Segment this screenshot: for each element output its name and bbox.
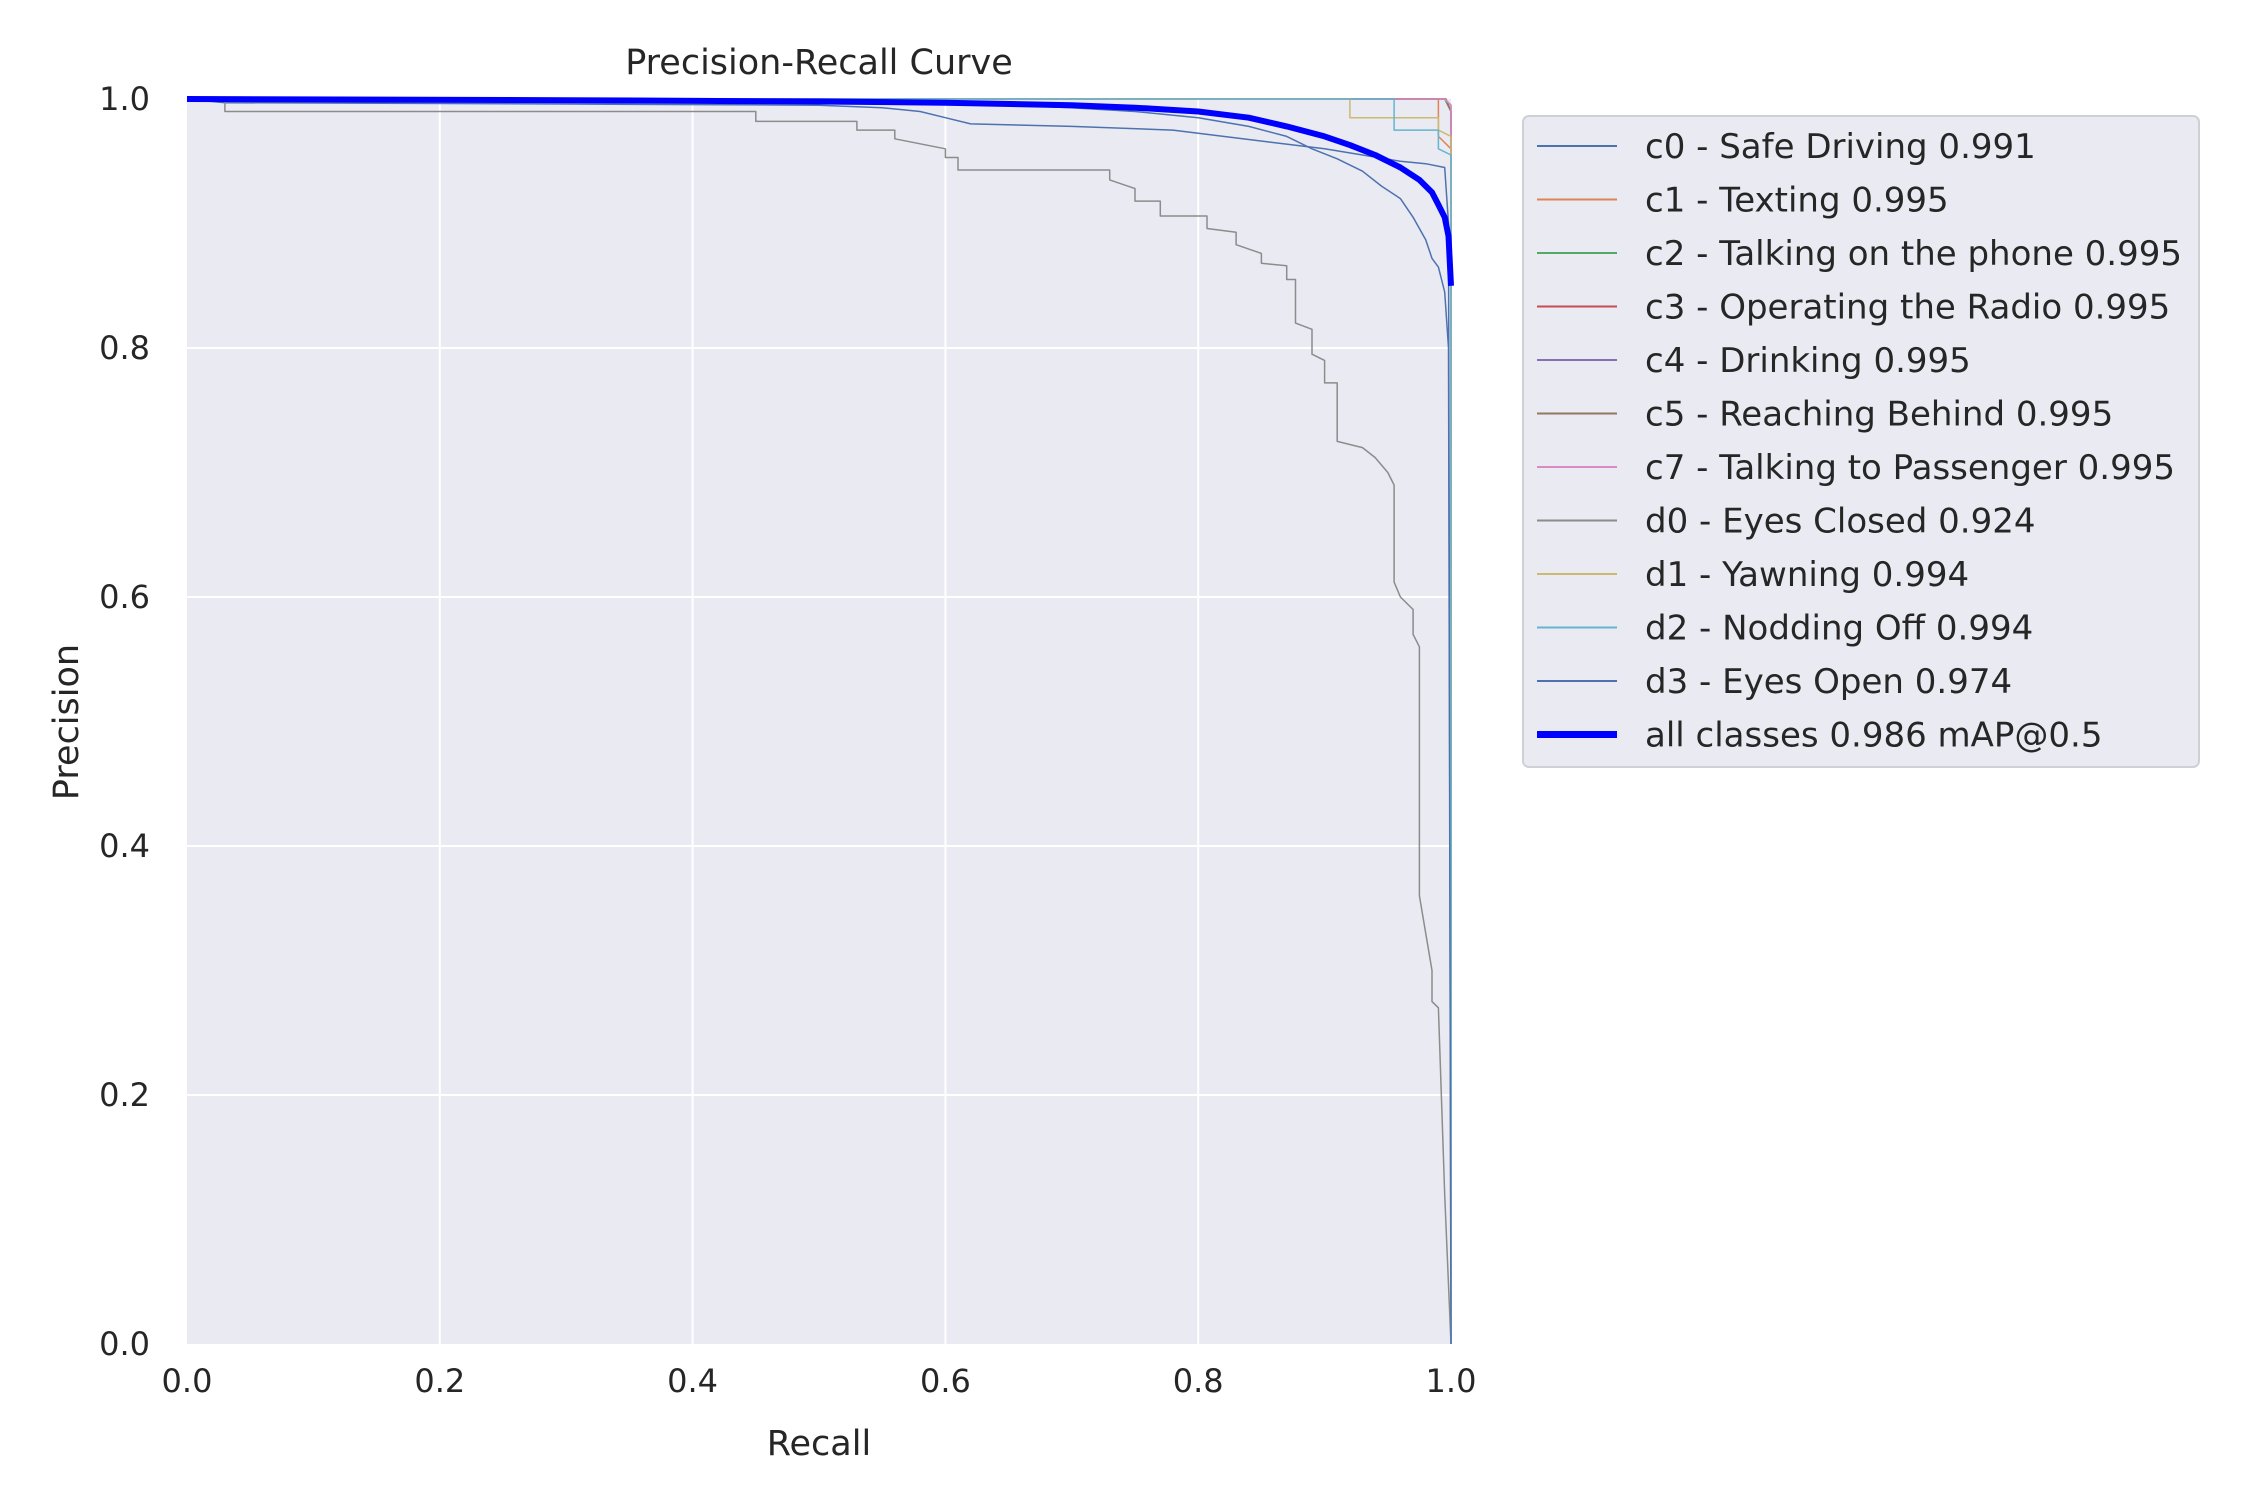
legend-label: all classes 0.986 mAP@0.5 — [1645, 716, 2102, 756]
grid-lines — [187, 99, 1451, 1344]
legend-label: c4 - Drinking 0.995 — [1645, 341, 1971, 381]
y-tick-label: 0.2 — [99, 1076, 150, 1114]
y-axis-label: Precision — [47, 644, 87, 800]
y-tick-label: 0.6 — [99, 578, 150, 616]
series-lines — [186, 96, 1454, 1345]
legend-label: c0 - Safe Driving 0.991 — [1645, 127, 2036, 167]
series-line-11 — [186, 96, 1454, 286]
x-tick-label: 0.6 — [920, 1362, 971, 1400]
legend-label: d1 - Yawning 0.994 — [1645, 555, 1969, 595]
series-line-7 — [187, 98, 1452, 1345]
x-axis-label: Recall — [767, 1424, 871, 1464]
legend-label: d0 - Eyes Closed 0.924 — [1645, 502, 2036, 542]
x-tick-label: 0.8 — [1173, 1362, 1224, 1400]
legend-label: c3 - Operating the Radio 0.995 — [1645, 288, 2170, 328]
x-tick-label: 0.0 — [162, 1362, 213, 1400]
legend-label: c5 - Reaching Behind 0.995 — [1645, 395, 2113, 435]
x-tick-label: 0.4 — [667, 1362, 718, 1400]
y-tick-label: 0.0 — [99, 1325, 150, 1363]
y-tick-label: 0.4 — [99, 827, 150, 865]
x-tick-label: 1.0 — [1426, 1362, 1477, 1400]
legend-label: d3 - Eyes Open 0.974 — [1645, 662, 2012, 702]
legend-box — [1522, 115, 2200, 768]
x-tick-label: 0.2 — [414, 1362, 465, 1400]
y-tick-label: 0.8 — [99, 329, 150, 367]
legend: c0 - Safe Driving 0.991 c1 - Texting 0.99… — [1522, 115, 2200, 768]
legend-label: d2 - Nodding Off 0.994 — [1645, 609, 2033, 649]
chart-title: Precision-Recall Curve — [625, 43, 1013, 83]
tick-labels: 0.0 0.2 0.4 0.6 0.8 1.0 0.0 0.2 0.4 0.6 0.8 1.0 — [99, 80, 1476, 1400]
plot-background — [187, 99, 1451, 1344]
legend-label: c7 - Talking to Passenger 0.995 — [1645, 448, 2175, 488]
y-tick-label: 1.0 — [99, 80, 150, 118]
series-line-9 — [187, 98, 1452, 1344]
legend-label: c2 - Talking on the phone 0.995 — [1645, 234, 2182, 274]
legend-label: c1 - Texting 0.995 — [1645, 181, 1949, 221]
series-line-0 — [186, 98, 1452, 1345]
